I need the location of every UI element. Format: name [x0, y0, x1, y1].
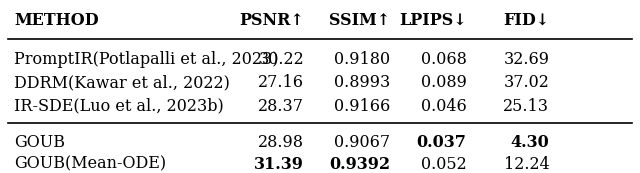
Text: PromptIR(Potlapalli et al., 2023): PromptIR(Potlapalli et al., 2023): [14, 51, 278, 68]
Text: 28.37: 28.37: [258, 98, 304, 115]
Text: 37.02: 37.02: [504, 74, 549, 91]
Text: 0.9067: 0.9067: [334, 134, 390, 151]
Text: 0.068: 0.068: [420, 51, 467, 68]
Text: 0.037: 0.037: [417, 134, 467, 151]
Text: PSNR↑: PSNR↑: [239, 12, 304, 29]
Text: GOUB: GOUB: [14, 134, 65, 151]
Text: 0.052: 0.052: [421, 156, 467, 172]
Text: LPIPS↓: LPIPS↓: [399, 12, 467, 29]
Text: 28.98: 28.98: [258, 134, 304, 151]
Text: 31.39: 31.39: [254, 156, 304, 172]
Text: 30.22: 30.22: [259, 51, 304, 68]
Text: 0.8993: 0.8993: [334, 74, 390, 91]
Text: IR-SDE(Luo et al., 2023b): IR-SDE(Luo et al., 2023b): [14, 98, 224, 115]
Text: 0.9392: 0.9392: [329, 156, 390, 172]
Text: SSIM↑: SSIM↑: [329, 12, 390, 29]
Text: 0.9180: 0.9180: [334, 51, 390, 68]
Text: GOUB(Mean-ODE): GOUB(Mean-ODE): [14, 156, 166, 172]
Text: 0.046: 0.046: [421, 98, 467, 115]
Text: 25.13: 25.13: [504, 98, 549, 115]
Text: 4.30: 4.30: [511, 134, 549, 151]
Text: METHOD: METHOD: [14, 12, 99, 29]
Text: 32.69: 32.69: [504, 51, 549, 68]
Text: 12.24: 12.24: [504, 156, 549, 172]
Text: FID↓: FID↓: [503, 12, 549, 29]
Text: 27.16: 27.16: [258, 74, 304, 91]
Text: DDRM(Kawar et al., 2022): DDRM(Kawar et al., 2022): [14, 74, 230, 91]
Text: 0.089: 0.089: [420, 74, 467, 91]
Text: 0.9166: 0.9166: [334, 98, 390, 115]
